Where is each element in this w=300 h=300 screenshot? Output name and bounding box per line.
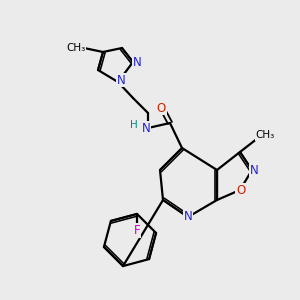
Text: CH₃: CH₃ (255, 130, 274, 140)
Text: H: H (130, 120, 138, 130)
Text: CH₃: CH₃ (66, 43, 85, 53)
Text: O: O (236, 184, 246, 196)
Text: N: N (117, 74, 125, 86)
Text: N: N (184, 211, 192, 224)
Text: F: F (134, 224, 140, 237)
Text: N: N (133, 56, 141, 70)
Text: N: N (250, 164, 258, 176)
Text: O: O (156, 101, 166, 115)
Text: N: N (142, 122, 150, 134)
